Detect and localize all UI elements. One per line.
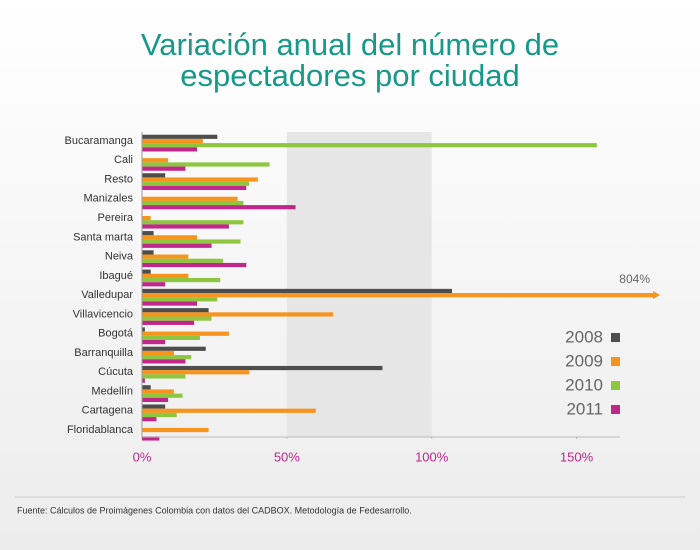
- bar: [142, 370, 250, 375]
- bar: [142, 365, 383, 371]
- bar: [142, 378, 145, 383]
- bar: [142, 181, 250, 186]
- x-tick-label: 150%: [560, 449, 594, 464]
- legend-label: 2008: [565, 327, 603, 346]
- legend-swatch: [611, 381, 620, 390]
- bar: [142, 269, 151, 274]
- bar: [142, 196, 238, 201]
- y-tick-label: Manizales: [83, 193, 133, 205]
- x-tick-label: 100%: [415, 449, 449, 464]
- y-tick-label: Cali: [114, 154, 133, 166]
- y-tick-label: Ibagué: [99, 270, 133, 282]
- y-tick-label: Resto: [104, 173, 133, 185]
- bar: [142, 355, 192, 360]
- bar: [142, 397, 169, 403]
- bar: [142, 138, 203, 144]
- bar: [142, 250, 154, 255]
- bar: [142, 404, 166, 409]
- bar: [142, 220, 244, 225]
- bar: [142, 408, 316, 413]
- bar: [142, 412, 177, 418]
- y-tick-label: Floridablanca: [67, 424, 134, 436]
- bar: [142, 427, 209, 433]
- bar: [142, 331, 229, 336]
- x-tick-label: 0%: [133, 449, 152, 464]
- bar: [142, 436, 160, 441]
- y-tick-label: Bogotá: [98, 328, 134, 340]
- bar: [142, 297, 218, 302]
- legend-label: 2011: [566, 399, 603, 418]
- bar: [142, 288, 452, 294]
- bar: [142, 359, 186, 364]
- bars: [142, 134, 653, 441]
- bar: [142, 282, 166, 287]
- bar: [142, 393, 183, 398]
- bar: [142, 177, 258, 182]
- bar: [142, 293, 653, 298]
- bar: [142, 346, 206, 351]
- bar: [142, 254, 189, 259]
- bar: [142, 258, 224, 263]
- bar: [142, 335, 200, 340]
- y-tick-label: Valledupar: [81, 289, 133, 301]
- bar: [142, 320, 195, 325]
- bar: [142, 173, 166, 178]
- legend-swatch: [611, 357, 620, 366]
- y-tick-label: Villavicencio: [73, 308, 133, 320]
- bar: [142, 374, 186, 379]
- bar: [142, 350, 174, 356]
- legend-label: 2009: [565, 351, 603, 370]
- bar: [142, 215, 151, 221]
- y-tick-label: Cartagena: [82, 405, 134, 417]
- bar: [142, 143, 597, 148]
- bar: [142, 262, 247, 268]
- bar: [142, 277, 221, 283]
- bar: [142, 239, 241, 244]
- bar: [142, 273, 189, 278]
- bar: [142, 389, 174, 394]
- bar: [142, 340, 166, 345]
- y-tick-label: Barranquilla: [74, 347, 134, 359]
- legend-label: 2010: [565, 375, 603, 394]
- chart-title: espectadores por ciudad: [180, 58, 520, 93]
- bar: [142, 316, 212, 321]
- legend-swatch: [611, 405, 620, 414]
- bar: [142, 312, 334, 317]
- source: Fuente: Cálculos de Proimágenes Colombia…: [17, 505, 412, 515]
- bar: [142, 185, 247, 191]
- bar: [142, 224, 229, 229]
- x-tick-label: 50%: [274, 449, 300, 464]
- shaded-range: [286, 132, 432, 437]
- data-label: 804%: [619, 272, 650, 286]
- y-tick-label: Santa marta: [73, 231, 134, 243]
- bar: [142, 231, 154, 236]
- bar: [142, 158, 169, 163]
- bar: [142, 166, 186, 171]
- bar: [142, 327, 145, 332]
- bar: [142, 301, 198, 306]
- bar: [142, 147, 198, 152]
- y-tick-label: Medellín: [91, 385, 133, 397]
- bar: [142, 235, 198, 240]
- bar: [142, 205, 296, 210]
- bar: [142, 243, 212, 248]
- bar: [142, 134, 218, 139]
- bar: [142, 417, 157, 422]
- legend-swatch: [611, 333, 620, 342]
- y-tick-label: Cúcuta: [98, 366, 134, 378]
- bar: [142, 385, 151, 390]
- y-tick-label: Neiva: [105, 251, 134, 263]
- chart-title: Variación anual del número de: [141, 27, 559, 62]
- bar: [142, 162, 270, 167]
- overflow-arrow: [653, 291, 660, 300]
- y-tick-label: Bucaramanga: [65, 135, 134, 147]
- bar: [142, 200, 244, 206]
- y-tick-label: Pereira: [98, 212, 134, 224]
- bar: [142, 308, 209, 313]
